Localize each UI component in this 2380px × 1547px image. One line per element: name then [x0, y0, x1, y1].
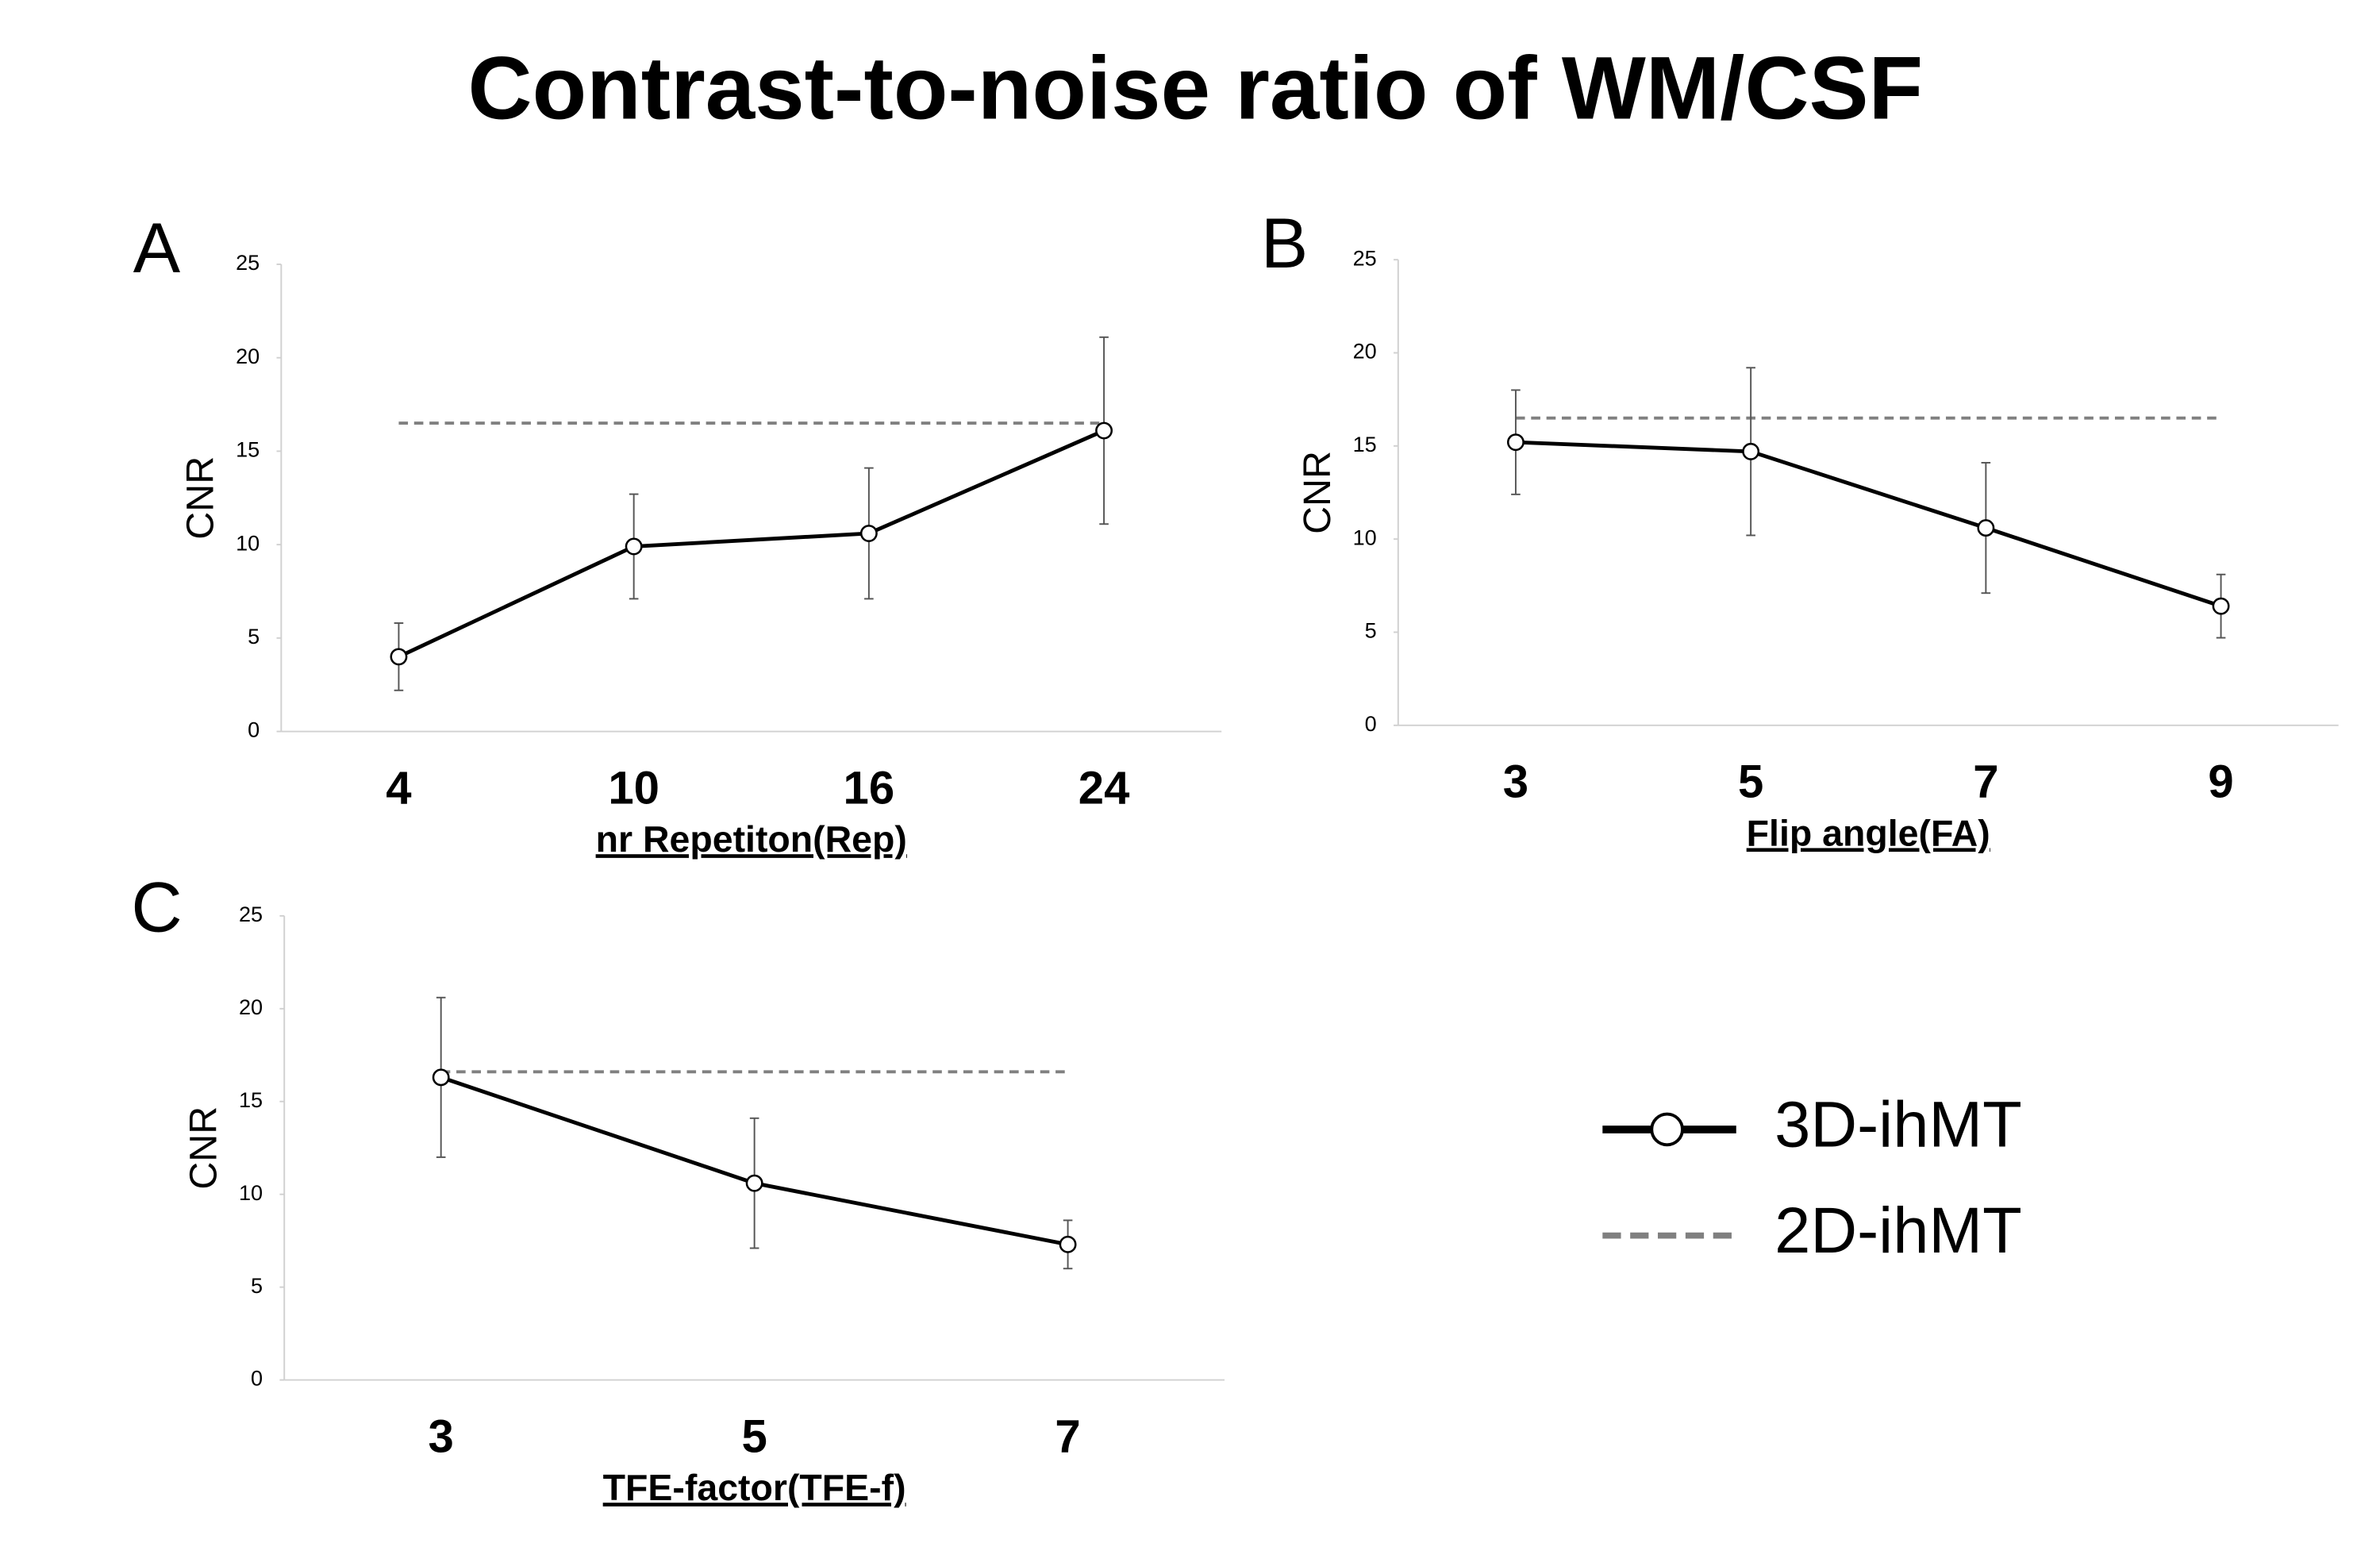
data-point	[1059, 1235, 1077, 1253]
panel-label: A	[133, 208, 181, 287]
data-point	[1095, 421, 1113, 440]
y-axis-label: CNR	[1296, 451, 1339, 534]
y-tick-label: 15	[239, 1087, 263, 1112]
y-tick-label: 20	[1353, 339, 1377, 364]
figure-title: Contrast-to-noise ratio of WM/CSF	[468, 38, 1924, 138]
x-tick-label: 5	[741, 1410, 767, 1462]
x-tick-label: 7	[1055, 1410, 1080, 1462]
y-tick-label: 15	[1353, 432, 1377, 456]
panel-label: C	[131, 868, 182, 947]
x-tick-label: 9	[2208, 756, 2233, 808]
y-tick-label: 0	[1365, 711, 1377, 736]
y-tick-label: 20	[236, 344, 260, 368]
data-point	[1506, 433, 1525, 452]
data-point	[859, 525, 878, 542]
x-tick-label: 3	[429, 1410, 454, 1462]
y-tick-label: 15	[236, 437, 260, 462]
legend-marker	[1650, 1112, 1684, 1147]
x-tick-label: 10	[608, 762, 659, 814]
data-point	[745, 1174, 763, 1192]
y-tick-label: 20	[239, 995, 263, 1019]
x-tick-label: 7	[1973, 756, 1998, 808]
legend-label: 2D-ihMT	[1774, 1195, 2022, 1267]
x-tick-label: 4	[386, 762, 411, 814]
legend-label: 3D-ihMT	[1774, 1088, 2022, 1160]
data-point	[1977, 519, 1995, 537]
data-line	[1515, 440, 2222, 608]
y-tick-label: 25	[236, 250, 260, 275]
data-point	[625, 537, 643, 556]
x-tick-label: 16	[844, 762, 895, 814]
x-tick-label: 24	[1078, 762, 1130, 814]
y-tick-label: 0	[248, 718, 260, 742]
x-axis-label: Flip angle(FA)	[1747, 812, 1990, 853]
data-point	[2212, 597, 2230, 615]
y-tick-label: 10	[239, 1180, 263, 1205]
y-tick-label: 5	[1365, 618, 1377, 643]
y-tick-label: 25	[239, 902, 263, 926]
x-axis-label: TFE-factor(TFE-f)	[603, 1467, 906, 1508]
y-tick-label: 5	[251, 1273, 263, 1298]
x-tick-label: 5	[1738, 756, 1763, 808]
x-tick-label: 3	[1503, 756, 1528, 808]
y-tick-label: 25	[1353, 245, 1377, 270]
y-axis-label: CNR	[179, 456, 221, 540]
x-axis-label: nr Repetiton(Rep)	[596, 818, 907, 860]
data-point	[390, 648, 408, 666]
y-tick-label: 10	[1353, 525, 1377, 549]
data-line	[398, 429, 1105, 659]
data-point	[1742, 442, 1760, 460]
y-tick-label: 5	[248, 624, 260, 648]
panel-label: B	[1261, 203, 1308, 283]
y-tick-label: 0	[251, 1366, 263, 1391]
y-axis-label: CNR	[182, 1106, 225, 1190]
data-point	[432, 1068, 450, 1087]
y-tick-label: 10	[236, 530, 260, 555]
